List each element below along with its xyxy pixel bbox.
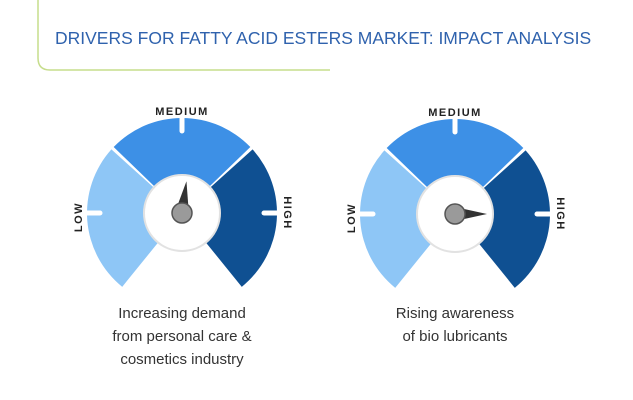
level-label: HIGH [281, 196, 293, 230]
level-label: LOW [346, 203, 358, 233]
gauge-segment-high [204, 149, 277, 287]
level-label: LOW [73, 202, 85, 232]
caption: Increasing demand [118, 305, 246, 322]
gauge-segment-low [359, 150, 433, 288]
gauge-segment-low [86, 149, 160, 287]
level-label: MEDIUM [428, 107, 482, 119]
caption: cosmetics industry [120, 351, 244, 368]
caption: of bio lubricants [402, 328, 507, 345]
title: DRIVERS FOR FATTY ACID ESTERS MARKET: IM… [55, 28, 591, 48]
gauge-segment-medium [386, 119, 524, 189]
level-label: MEDIUM [155, 106, 209, 118]
needle-pivot [444, 203, 466, 225]
level-label: HIGH [554, 197, 566, 231]
gauge-segment-medium [113, 118, 251, 188]
caption: from personal care & [112, 328, 251, 345]
caption: Rising awareness [396, 305, 514, 322]
needle-pivot [171, 202, 193, 224]
gauge-segment-high [477, 150, 550, 288]
title-frame [37, 0, 330, 71]
